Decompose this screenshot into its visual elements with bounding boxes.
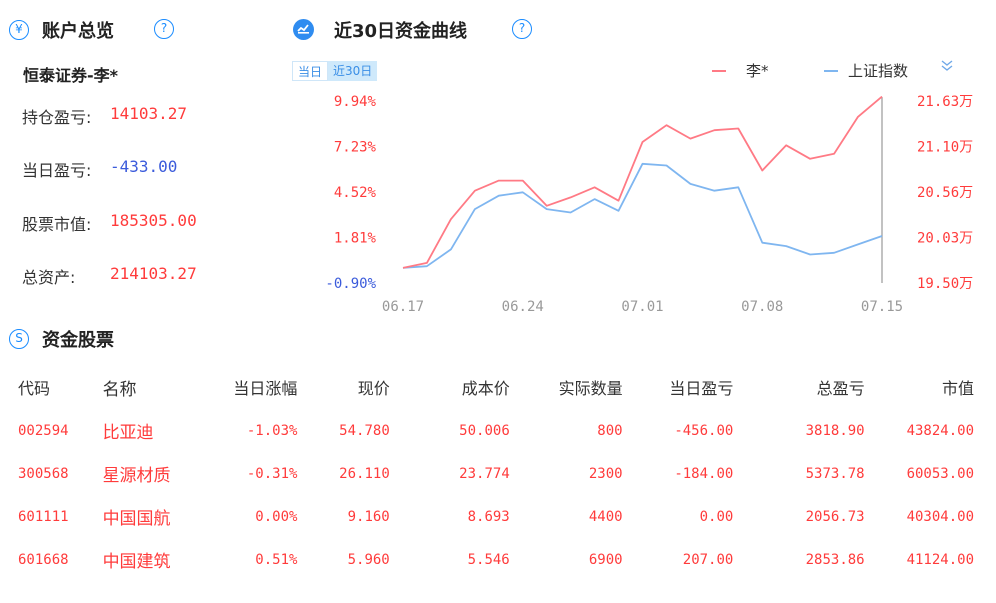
right-axis-tick-label: 20.03万 [917, 231, 973, 247]
cell-name[interactable]: 星源材质 [102, 466, 171, 486]
cell-quantity: 2300 [588, 465, 623, 482]
total-assets-value: 214103.27 [110, 264, 197, 283]
left-axis-tick-label: 9.94% [334, 94, 377, 110]
right-axis-tick-label: 20.56万 [917, 185, 973, 201]
table-row[interactable]: 601668 中国建筑 0.51% 5.960 5.546 6900 207.0… [0, 538, 996, 581]
account-overview-title: 账户总览 [42, 21, 114, 42]
curve-title: 近30日资金曲线 [334, 21, 468, 42]
cell-quantity: 800 [597, 422, 623, 439]
col-price[interactable]: 现价 [357, 379, 390, 398]
position-pnl-label: 持仓盈亏: [22, 108, 92, 127]
cell-code: 300568 [18, 465, 69, 482]
table-row[interactable]: 300568 星源材质 -0.31% 26.110 23.774 2300 -1… [0, 452, 996, 495]
cell-day-pnl: -184.00 [674, 465, 734, 482]
cell-cost: 5.546 [467, 551, 510, 568]
day-pnl-value: -433.00 [110, 157, 178, 176]
cell-code: 601111 [18, 508, 69, 525]
legend-swatch-index [824, 69, 838, 72]
left-axis-tick-label: -0.90% [325, 276, 376, 292]
holdings-title: 资金股票 [42, 330, 114, 351]
x-axis-tick-label: 07.15 [861, 299, 903, 315]
cell-code: 601668 [18, 551, 69, 568]
table-row[interactable]: 002594 比亚迪 -1.03% 54.780 50.006 800 -456… [0, 409, 996, 452]
legend-label-index: 上证指数 [848, 62, 909, 80]
cell-day-pnl: 207.00 [682, 551, 734, 568]
cell-day-change: 0.51% [255, 551, 298, 568]
cell-day-pnl: -456.00 [674, 422, 734, 439]
cell-price: 9.160 [347, 508, 390, 525]
cell-price: 5.960 [347, 551, 390, 568]
cell-market-value: 43824.00 [906, 422, 974, 439]
col-code[interactable]: 代码 [18, 379, 51, 398]
table-header-row: 代码 名称 当日涨幅 现价 成本价 实际数量 当日盈亏 总盈亏 市值 [0, 365, 996, 409]
left-axis-tick-label: 4.52% [334, 185, 377, 201]
col-total-pnl[interactable]: 总盈亏 [816, 379, 865, 398]
left-axis-tick-label: 7.23% [334, 140, 377, 156]
cell-name[interactable]: 中国建筑 [102, 552, 171, 572]
cell-day-pnl: 0.00 [699, 508, 734, 525]
cell-total-pnl: 2853.86 [805, 551, 865, 568]
cell-cost: 50.006 [459, 422, 510, 439]
s-icon: S [9, 329, 29, 349]
cell-name[interactable]: 中国国航 [102, 509, 171, 529]
cell-quantity: 6900 [588, 551, 623, 568]
cell-cost: 23.774 [459, 465, 510, 482]
x-axis-tick-label: 07.01 [621, 299, 663, 315]
legend-item-index[interactable]: 上证指数 [824, 60, 908, 81]
cell-total-pnl: 3818.90 [805, 422, 865, 439]
holdings-table: 代码 名称 当日涨幅 现价 成本价 实际数量 当日盈亏 总盈亏 市值 00259… [0, 365, 996, 581]
series-line-account [402, 95, 883, 269]
table-row[interactable]: 601111 中国国航 0.00% 9.160 8.693 4400 0.00 … [0, 495, 996, 538]
yen-icon: ¥ [9, 20, 29, 40]
cell-total-pnl: 2056.73 [805, 508, 865, 525]
stock-market-value: 185305.00 [110, 211, 197, 230]
x-axis-tick-label: 06.17 [382, 299, 424, 315]
legend-label-account: 李* [746, 62, 769, 80]
col-quantity[interactable]: 实际数量 [558, 379, 623, 398]
account-name: 恒泰证券-李* [23, 66, 119, 85]
right-axis-tick-label: 19.50万 [917, 276, 973, 292]
double-chevron-down-icon[interactable] [939, 58, 955, 74]
series-line-index [402, 162, 883, 269]
cell-quantity: 4400 [588, 508, 623, 525]
cell-code: 002594 [18, 422, 69, 439]
cell-price: 26.110 [339, 465, 390, 482]
cell-cost: 8.693 [467, 508, 510, 525]
cell-total-pnl: 5373.78 [805, 465, 865, 482]
right-axis-tick-label: 21.10万 [917, 140, 973, 156]
help-icon[interactable]: ? [154, 19, 174, 39]
col-day-pnl[interactable]: 当日盈亏 [669, 379, 734, 398]
col-name[interactable]: 名称 [102, 379, 137, 400]
right-axis-tick-label: 21.63万 [917, 94, 973, 110]
position-pnl-value: 14103.27 [110, 104, 188, 123]
cell-day-change: -1.03% [246, 422, 298, 439]
cell-market-value: 41124.00 [906, 551, 974, 568]
cell-day-change: 0.00% [255, 508, 298, 525]
legend-item-account[interactable]: 李* [712, 60, 769, 81]
col-day-change[interactable]: 当日涨幅 [233, 379, 298, 398]
cell-name[interactable]: 比亚迪 [102, 423, 154, 443]
day-pnl-label: 当日盈亏: [22, 161, 92, 180]
stock-market-value-label: 股票市值: [22, 215, 92, 234]
x-axis-tick-label: 07.08 [741, 299, 783, 315]
tab-today[interactable]: 当日 [292, 61, 329, 81]
legend-swatch-account [712, 69, 726, 72]
cell-price: 54.780 [339, 422, 390, 439]
cell-day-change: -0.31% [246, 465, 298, 482]
x-axis-tick-label: 06.24 [502, 299, 544, 315]
range-tabs: 当日 近30日 [292, 61, 378, 81]
chart-icon [293, 19, 314, 40]
total-assets-label: 总资产: [22, 268, 76, 287]
help-icon[interactable]: ? [512, 19, 532, 39]
left-axis-tick-label: 1.81% [334, 231, 377, 247]
tab-30-days[interactable]: 近30日 [328, 61, 378, 81]
cell-market-value: 40304.00 [906, 508, 974, 525]
cell-market-value: 60053.00 [906, 465, 974, 482]
col-market-value[interactable]: 市值 [941, 379, 974, 398]
col-cost[interactable]: 成本价 [461, 379, 510, 398]
fund-curve-chart[interactable]: 9.94% 7.23% 4.52% 1.81% -0.90% 21.63万 21.10万 20… [0, 0, 996, 330]
